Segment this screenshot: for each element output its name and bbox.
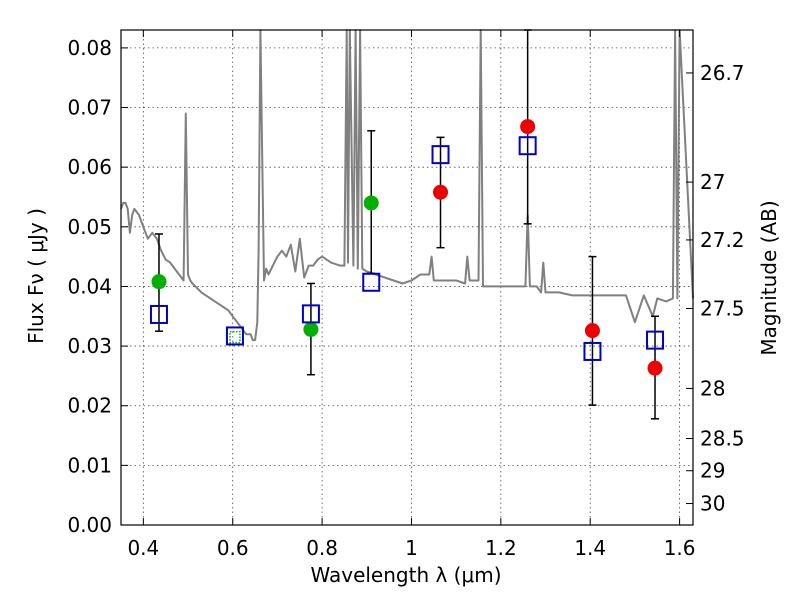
model-flux-square-small [229, 330, 241, 344]
y-tick-label: 0.00 [67, 513, 112, 537]
x-axis-ticks: 0.4 0.6 0.8 1 1.2 1.4 1.6 [127, 30, 696, 560]
y-tick-label: 0.02 [67, 394, 112, 418]
x-tick-label: 0.6 [217, 536, 249, 560]
plot-frame [120, 29, 694, 526]
y2-tick-label: 28 [700, 376, 725, 400]
grid [121, 30, 693, 526]
y-tick-label: 0.07 [67, 96, 112, 120]
y2-axis-label: Magnitude (AB) [757, 200, 781, 355]
y-axis-label: Flux Fν ( μJy ) [24, 208, 48, 344]
y2-tick-label: 28.5 [700, 427, 745, 451]
y-tick-label: 0.01 [67, 453, 112, 477]
x-tick-label: 0.8 [306, 536, 338, 560]
y-tick-label: 0.06 [67, 155, 112, 179]
x-axis-label: Wavelength λ (μm) [310, 563, 501, 587]
y2-tick-label: 27 [700, 170, 725, 194]
model-flux-square [149, 304, 168, 324]
error-bars [154, 29, 660, 420]
model-spectrum [120, 29, 694, 342]
y-tick-label: 0.04 [67, 274, 112, 298]
x-tick-label: 1.6 [664, 536, 696, 560]
y2-tick-label: 26.7 [700, 61, 745, 85]
model-flux-square [225, 326, 244, 346]
y-tick-label: 0.08 [67, 36, 112, 60]
model-flux-square [431, 145, 450, 165]
x-tick-label: 1.4 [574, 536, 606, 560]
y-tick-label: 0.05 [67, 215, 112, 239]
y2-tick-label: 27.2 [700, 228, 745, 252]
y-tick-label: 0.03 [67, 334, 112, 358]
model-flux-square [362, 272, 381, 292]
photometry-point [647, 360, 663, 376]
y-axis-ticks: 0.00 0.01 0.02 0.03 0.04 0.05 0.06 0.07 0.08 [67, 36, 128, 537]
data-markers [149, 119, 665, 376]
y2-axis-ticks: 26.7 27 27.2 27.5 28 28.5 29 30 [686, 61, 745, 516]
photometry-point [151, 274, 167, 290]
y2-tick-label: 29 [700, 459, 725, 483]
model-flux-square [646, 330, 665, 350]
x-tick-label: 1 [405, 536, 418, 560]
model-spectrum-line [120, 29, 694, 342]
y2-tick-label: 27.5 [700, 297, 745, 321]
model-flux-square [583, 341, 602, 361]
photometry-point [584, 323, 600, 339]
photometry-point [303, 321, 319, 337]
model-flux-square [518, 136, 537, 156]
x-tick-label: 0.4 [127, 536, 159, 560]
x-tick-label: 1.2 [485, 536, 517, 560]
y2-tick-label: 30 [700, 492, 725, 516]
photometry-point [363, 195, 379, 211]
photometry-point [433, 184, 449, 200]
photometry-point [520, 119, 536, 135]
model-flux-square [301, 304, 320, 324]
